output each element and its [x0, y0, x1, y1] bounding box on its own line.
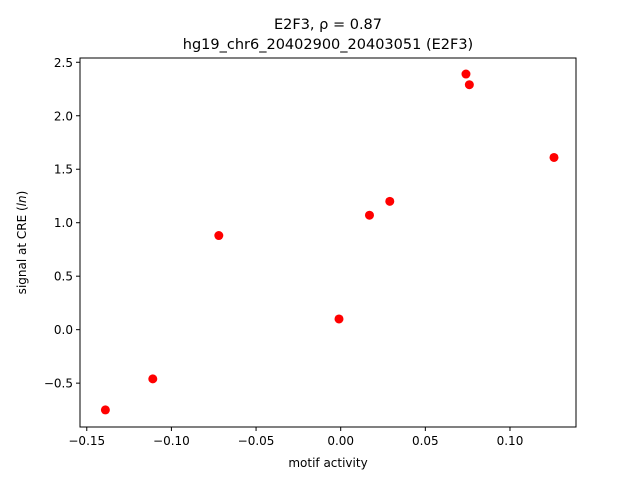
x-tick-label-5: 0.10: [497, 434, 524, 448]
chart-title-line-2: hg19_chr6_20402900_20403051 (E2F3): [183, 37, 473, 53]
data-point-4: [364, 210, 374, 220]
x-tick-label-0: −0.15: [68, 434, 105, 448]
data-point-1: [148, 374, 158, 384]
data-point-7: [464, 80, 474, 90]
x-tick-label-4: 0.05: [412, 434, 439, 448]
data-point-5: [385, 196, 395, 206]
x-tick-label-3: 0.00: [327, 434, 354, 448]
data-point-2: [214, 231, 224, 241]
x-axis-ticks: −0.15 −0.10 −0.05 0.00 0.05 0.10: [68, 427, 523, 448]
chart-title-line-1: E2F3, ρ = 0.87: [274, 17, 382, 33]
y-tick-label-6: 2.5: [54, 56, 73, 70]
y-tick-label-0: −0.5: [44, 377, 73, 391]
y-tick-label-1: 0.0: [54, 323, 73, 337]
y-tick-label-5: 2.0: [54, 109, 73, 123]
y-axis-label: signal at CRE (ln): [15, 191, 29, 295]
y-axis-label-italic: ln: [15, 195, 29, 206]
y-axis-label-suffix: ): [15, 191, 29, 196]
y-tick-label-2: 0.5: [54, 270, 73, 284]
plot-frame: [79, 57, 577, 428]
data-point-8: [549, 152, 559, 162]
data-points: [100, 69, 559, 415]
y-axis-label-prefix: signal at CRE (: [15, 206, 29, 294]
y-tick-label-4: 1.5: [54, 163, 73, 177]
x-tick-label-1: −0.10: [153, 434, 190, 448]
x-tick-label-2: −0.05: [238, 434, 275, 448]
data-point-3: [334, 314, 344, 324]
x-axis-label: motif activity: [288, 456, 367, 470]
data-point-6: [461, 69, 471, 79]
y-tick-label-3: 1.0: [54, 216, 73, 230]
data-point-0: [100, 405, 110, 415]
y-axis-ticks: −0.5 0.0 0.5 1.0 1.5 2.0 2.5: [44, 56, 80, 391]
